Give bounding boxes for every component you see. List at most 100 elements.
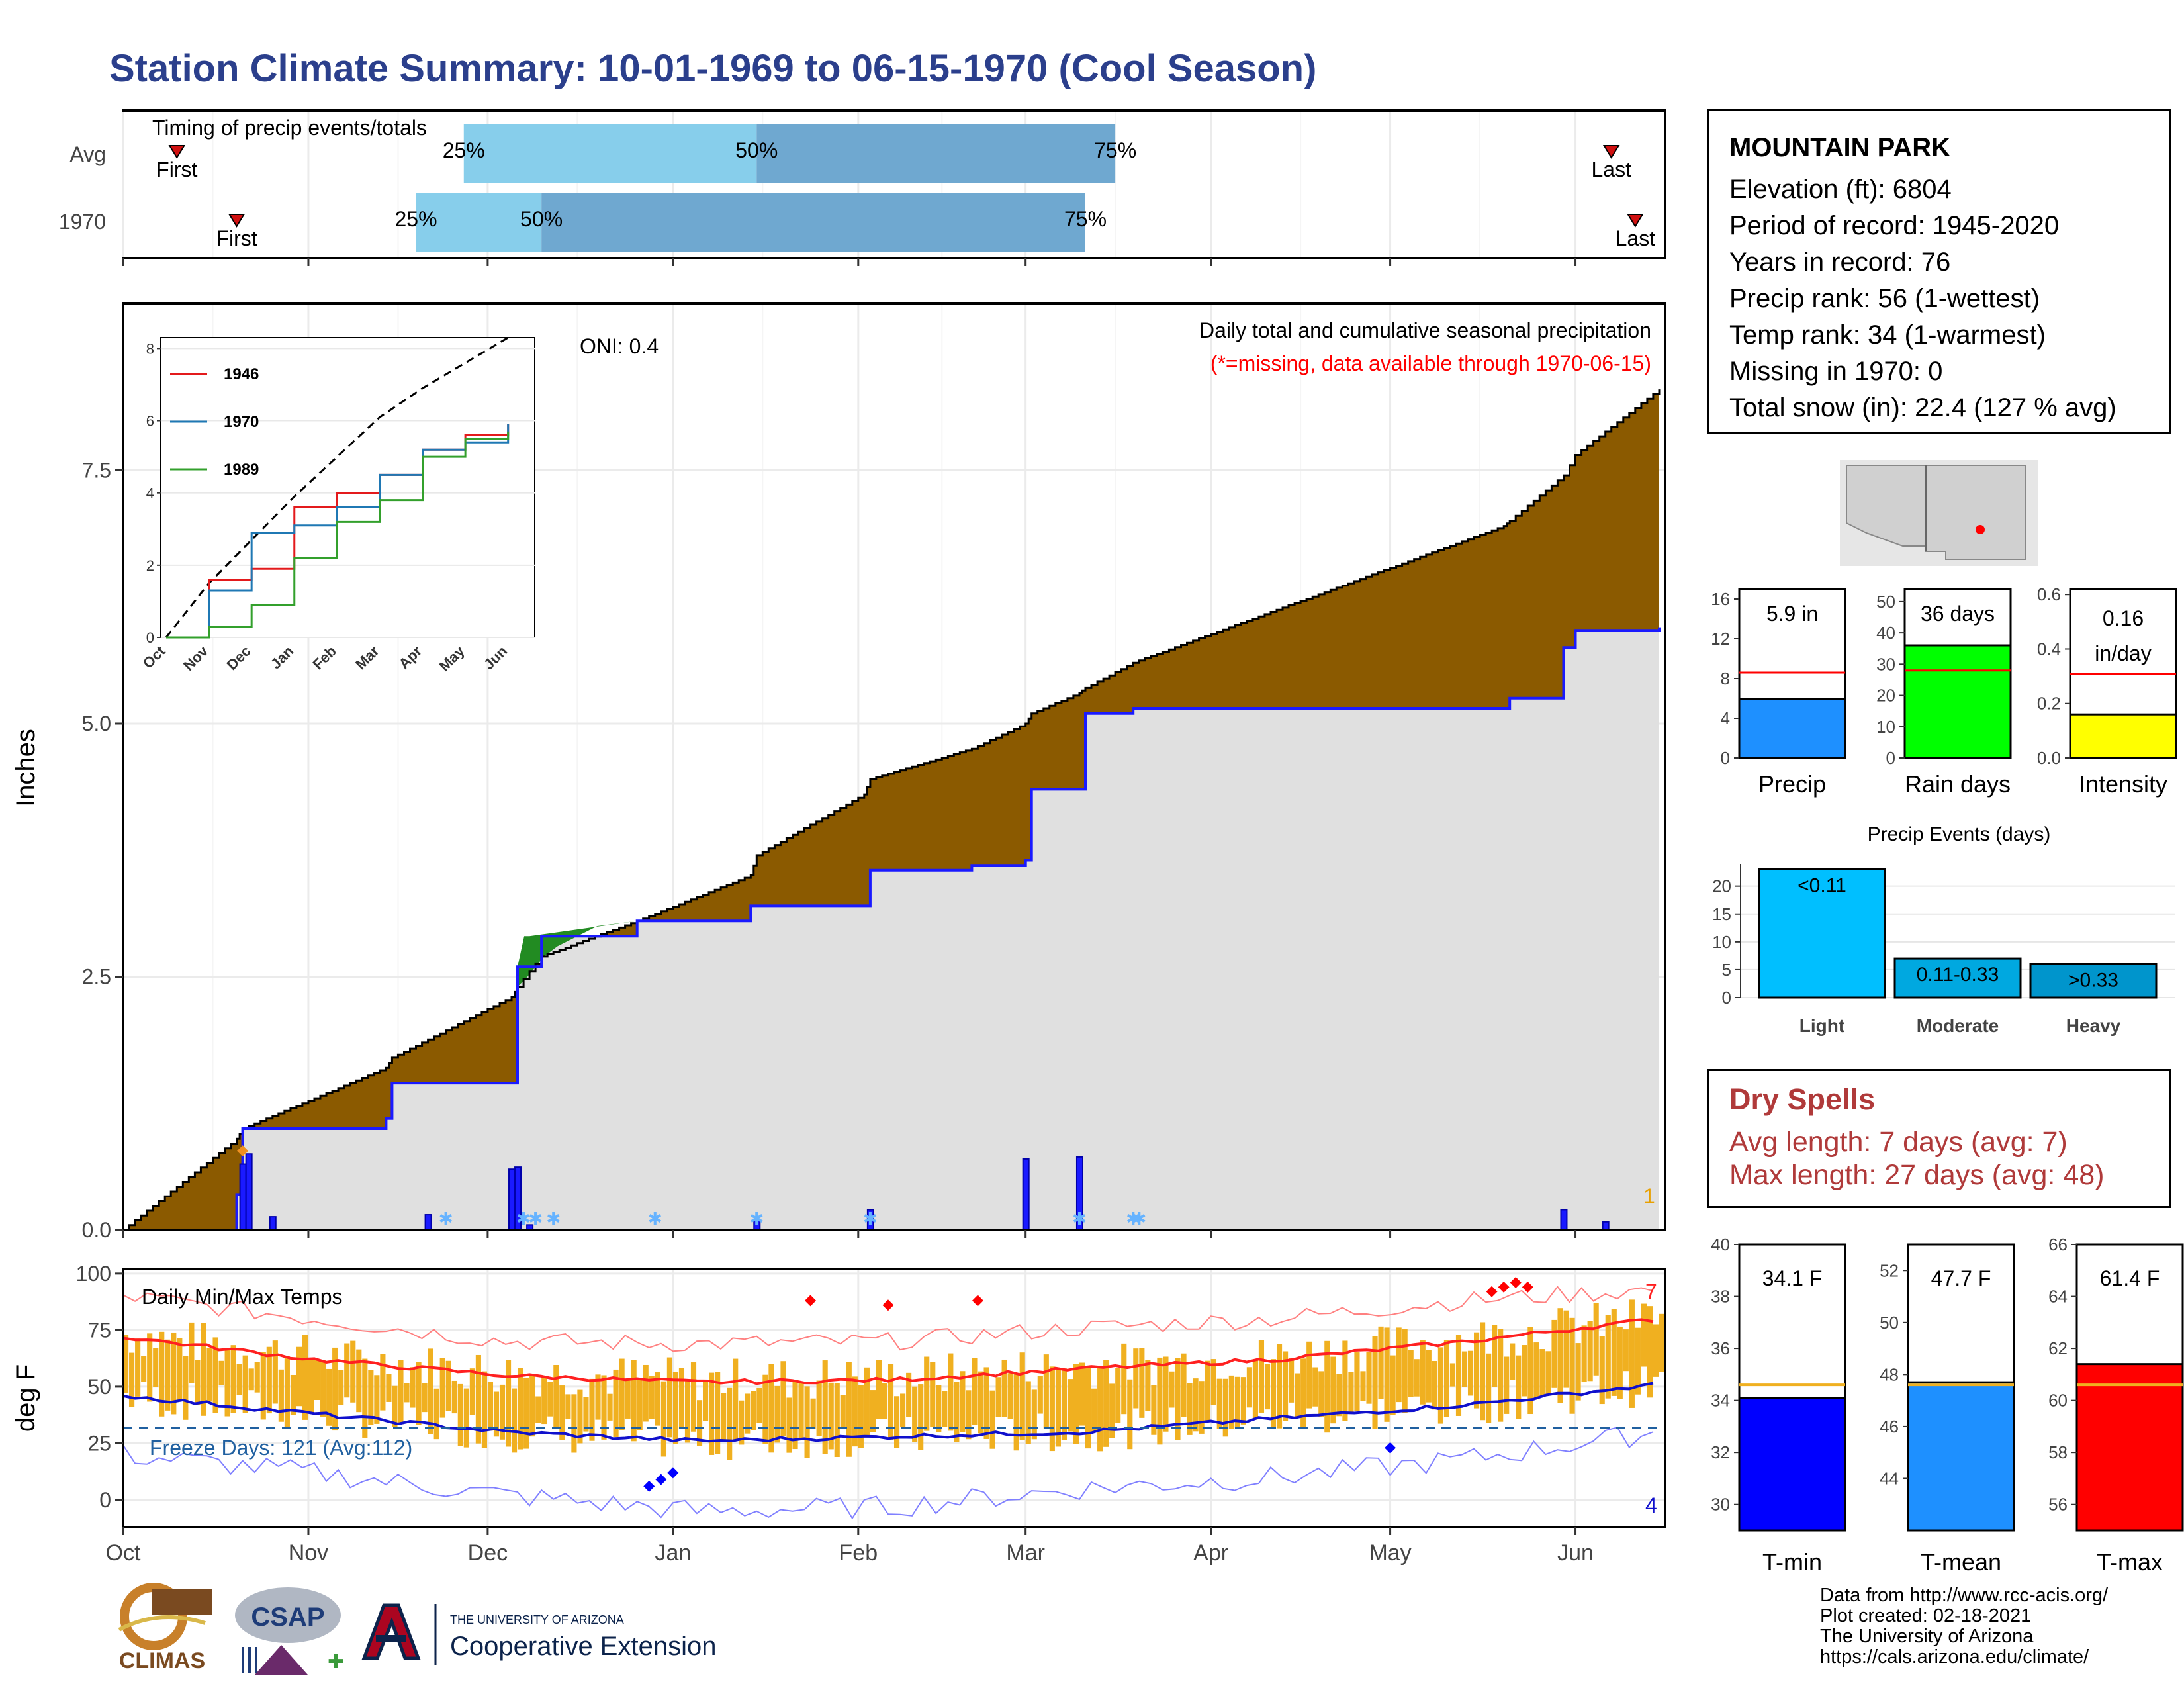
temp-summary-value-label: 34.1 F bbox=[1762, 1266, 1823, 1290]
daily-temp-bar bbox=[780, 1361, 786, 1436]
daily-temp-bar bbox=[1175, 1358, 1181, 1440]
daily-temp-bar bbox=[1085, 1366, 1091, 1449]
temp-summary-tick-label: 38 bbox=[1711, 1287, 1730, 1307]
daily-temp-bar bbox=[1533, 1342, 1539, 1399]
daily-temp-bar bbox=[493, 1391, 500, 1437]
daily-temp-bar bbox=[995, 1377, 1001, 1417]
temp-ylabel: deg F bbox=[11, 1364, 40, 1432]
freeze-days-label: Freeze Days: 121 (Avg:112) bbox=[150, 1436, 412, 1460]
credit-line: Data from http://www.rcc-acis.org/ bbox=[1820, 1585, 2109, 1606]
daily-temp-bar bbox=[1342, 1340, 1348, 1421]
daily-temp-bar bbox=[254, 1362, 260, 1393]
daily-temp-bar bbox=[565, 1394, 571, 1420]
temp-summary-tick-label: 56 bbox=[2048, 1495, 2068, 1515]
daily-temp-bar bbox=[368, 1370, 374, 1425]
summary-bar-tick-label: 0.4 bbox=[2037, 639, 2061, 659]
daily-temp-bar bbox=[529, 1375, 535, 1437]
daily-temp-bar bbox=[445, 1360, 451, 1411]
temp-summary-tick-label: 52 bbox=[1880, 1260, 1899, 1280]
daily-temp-bar bbox=[721, 1393, 727, 1440]
info-line: Period of record: 1945-2020 bbox=[1729, 211, 2060, 240]
daily-temp-bar bbox=[218, 1360, 224, 1385]
daily-temp-bar bbox=[1581, 1325, 1587, 1383]
record-max-count: 7 bbox=[1645, 1280, 1657, 1303]
daily-temp-bar bbox=[1199, 1381, 1205, 1434]
daily-temp-bar bbox=[858, 1385, 864, 1448]
daily-temp-bar bbox=[1234, 1376, 1240, 1429]
daily-temp-bar bbox=[834, 1383, 840, 1458]
temp-summary-bar-t-min bbox=[1738, 1397, 1846, 1532]
csap-logo: CSAP ✚ bbox=[235, 1587, 344, 1675]
daily-temp-bar bbox=[1510, 1343, 1516, 1380]
daily-temp-bar bbox=[846, 1362, 852, 1457]
daily-temp-bar bbox=[278, 1369, 284, 1422]
daily-temp-bar bbox=[1420, 1340, 1426, 1405]
daily-temp-bar bbox=[607, 1393, 613, 1421]
daily-temp-bar bbox=[768, 1364, 774, 1453]
daily-temp-bar bbox=[1210, 1359, 1216, 1405]
daily-temp-bar bbox=[1498, 1329, 1504, 1422]
daily-temp-bar bbox=[1360, 1371, 1366, 1401]
credit-line: Plot created: 02-18-2021 bbox=[1820, 1605, 2032, 1626]
info-line: Missing in 1970: 0 bbox=[1729, 357, 1943, 386]
snow-marker: ✱ bbox=[516, 1209, 531, 1229]
precip-ytick-label: 7.5 bbox=[82, 458, 111, 482]
daily-temp-bar bbox=[1611, 1309, 1617, 1396]
snow-marker: ✱ bbox=[1126, 1209, 1140, 1229]
month-label: Oct bbox=[106, 1540, 141, 1566]
daily-temp-bar bbox=[212, 1337, 218, 1413]
daily-temp-bar bbox=[1437, 1347, 1443, 1424]
summary-bar-tick-label: 0.0 bbox=[2037, 748, 2061, 768]
daily-temp-bar bbox=[475, 1354, 481, 1444]
daily-temp-bar bbox=[1557, 1308, 1563, 1403]
daily-temp-bar bbox=[930, 1362, 936, 1427]
daily-temp-bar bbox=[840, 1395, 846, 1429]
daily-temp-bar bbox=[171, 1332, 177, 1415]
summary-bar-tick-label: 20 bbox=[1876, 686, 1895, 706]
daily-temp-bar bbox=[1480, 1322, 1486, 1421]
daily-temp-bar bbox=[1216, 1378, 1222, 1429]
summary-bar-value-unit: in/day bbox=[2095, 641, 2151, 665]
snow-marker: ✱ bbox=[863, 1209, 878, 1229]
precip-ytick-label: 2.5 bbox=[82, 964, 111, 988]
missing-count: 1 bbox=[1643, 1184, 1655, 1208]
daily-temp-bar bbox=[487, 1382, 494, 1431]
daily-temp-bar bbox=[1336, 1374, 1342, 1417]
daily-temp-bar bbox=[1516, 1355, 1522, 1419]
timing-label-75: 75% bbox=[1094, 138, 1136, 162]
daily-temp-bar bbox=[1240, 1377, 1246, 1425]
daily-temp-bar bbox=[1289, 1358, 1295, 1403]
daily-temp-bar bbox=[284, 1356, 290, 1428]
daily-temp-bar bbox=[1474, 1332, 1480, 1409]
daily-temp-bar bbox=[1043, 1354, 1049, 1429]
daily-temp-bar bbox=[1067, 1379, 1073, 1432]
dry-spell-max: Max length: 27 days (avg: 48) bbox=[1729, 1159, 2105, 1191]
daily-temp-bar bbox=[1461, 1351, 1468, 1387]
daily-temp-bar bbox=[189, 1322, 195, 1383]
daily-temp-bar bbox=[1318, 1371, 1324, 1418]
summary-bar-value-label: 36 days bbox=[1921, 602, 1995, 626]
daily-temp-bar bbox=[1025, 1381, 1031, 1444]
daily-temp-bar bbox=[1306, 1341, 1312, 1409]
daily-temp-bar bbox=[314, 1360, 320, 1401]
record-min-line bbox=[122, 1427, 1654, 1520]
daily-temp-bar bbox=[1522, 1345, 1527, 1397]
timing-row-label-1970: 1970 bbox=[59, 210, 106, 234]
info-line: Years in record: 76 bbox=[1729, 248, 1951, 277]
page-title: Station Climate Summary: 10-01-1969 to 0… bbox=[109, 47, 1317, 90]
daily-temp-bar bbox=[1258, 1340, 1265, 1413]
record-max-line bbox=[122, 1286, 1654, 1352]
daily-temp-bar bbox=[541, 1376, 547, 1425]
event-category-label: Heavy bbox=[2066, 1015, 2121, 1036]
daily-temp-bar bbox=[1222, 1378, 1228, 1437]
daily-temp-bar bbox=[1449, 1363, 1456, 1387]
month-label: Mar bbox=[1006, 1540, 1045, 1566]
daily-temp-bar bbox=[887, 1364, 894, 1440]
temp-summary-tick-label: 48 bbox=[1880, 1364, 1899, 1384]
daily-temp-bar bbox=[1169, 1371, 1175, 1408]
daily-temp-bar bbox=[392, 1385, 398, 1427]
daily-temp-bar bbox=[416, 1362, 422, 1425]
daily-temp-bar bbox=[1157, 1357, 1163, 1445]
summary-bar-tick-label: 0 bbox=[1721, 748, 1730, 768]
daily-temp-bar bbox=[972, 1358, 978, 1425]
